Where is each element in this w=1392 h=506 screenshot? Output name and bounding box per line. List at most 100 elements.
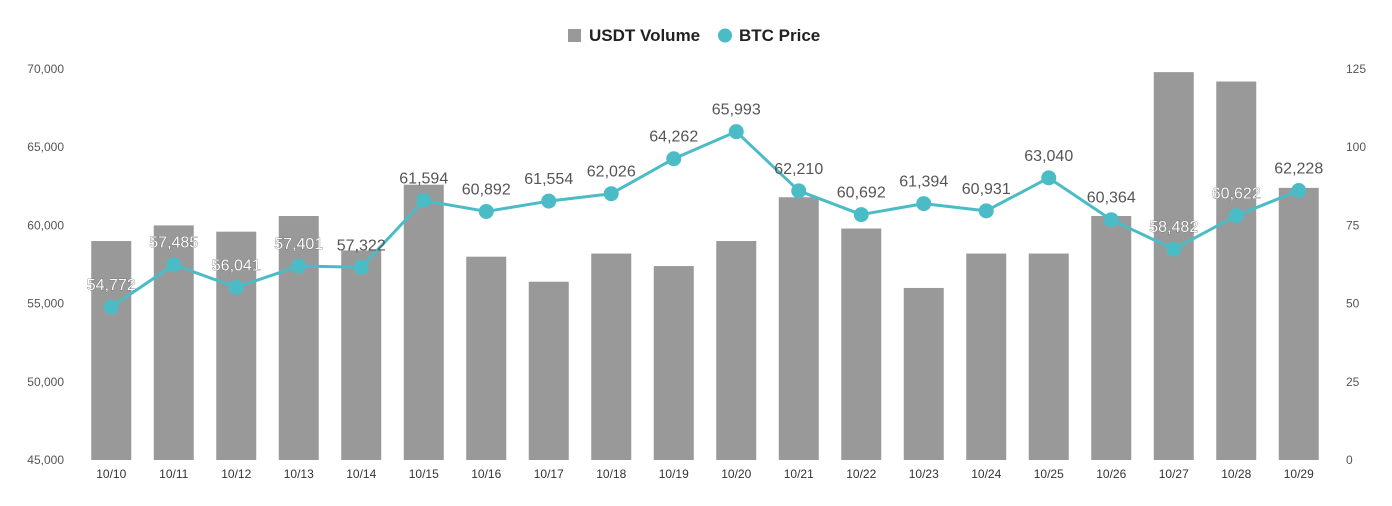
btc-price-point: [853, 207, 869, 223]
x-axis-tick: 10/16: [471, 467, 501, 481]
right-axis-tick: 100: [1346, 140, 1366, 154]
btc-price-point: [728, 124, 744, 140]
btc-price-point: [1103, 212, 1119, 228]
btc-price-data-label: 56,041: [212, 257, 261, 274]
x-axis-tick: 10/18: [596, 467, 626, 481]
legend-swatch-btc-price: [718, 28, 732, 43]
bar-usdt-volume: [778, 197, 819, 461]
btc-price-line: [110, 130, 1300, 309]
btc-price-point: [478, 203, 494, 219]
left-axis-tick: 70,000: [27, 62, 64, 76]
left-axis-tick: 65,000: [27, 140, 64, 154]
bar-usdt-volume: [1278, 187, 1319, 460]
legend: USDT Volume BTC Price: [568, 26, 820, 45]
btc-price-point: [1041, 170, 1057, 186]
x-axis-tick: 10/26: [1096, 467, 1126, 481]
right-axis-tick: 125: [1346, 62, 1366, 76]
btc-price-data-label: 57,401: [274, 236, 323, 253]
btc-price-series-line: [110, 130, 1300, 309]
btc-price-point: [791, 183, 807, 199]
bar-usdt-volume: [341, 250, 382, 460]
x-axis-tick: 10/24: [971, 467, 1001, 481]
x-axis-tick: 10/14: [346, 467, 376, 481]
x-axis-tick: 10/12: [221, 467, 251, 481]
bar-usdt-volume: [1216, 81, 1257, 461]
btc-price-data-label: 54,772: [87, 277, 136, 294]
bar-usdt-volume: [653, 266, 694, 460]
btc-price-point: [666, 151, 682, 167]
left-axis-tick: 60,000: [27, 218, 64, 232]
x-axis-tick: 10/11: [159, 467, 188, 481]
x-axis-tick: 10/23: [909, 467, 939, 481]
bar-usdt-volume: [466, 256, 507, 460]
bar-usdt-volume: [528, 281, 569, 460]
right-axis-tick: 75: [1346, 218, 1360, 232]
btc-price-data-label: 62,210: [774, 161, 823, 178]
btc-price-data-label: 60,692: [837, 185, 886, 202]
btc-price-point: [103, 299, 119, 315]
btc-price-data-label: 61,554: [524, 171, 573, 188]
btc-price-point: [916, 196, 932, 212]
btc-price-data-label: 65,993: [712, 102, 761, 119]
btc-price-point: [1291, 183, 1307, 199]
data-labels: 54,772 57,485 56,041 57,401 57,322 61,594 60,8…: [86, 102, 1323, 295]
btc-price-data-label: 60,931: [962, 181, 1011, 198]
btc-price-point: [416, 192, 432, 208]
x-axis-tick: 10/28: [1221, 467, 1251, 481]
btc-price-point: [603, 186, 619, 202]
btc-price-point: [1228, 208, 1244, 224]
right-axis-tick: 0: [1346, 453, 1353, 467]
right-axis: 0 25 50 75 100 125: [1346, 62, 1366, 467]
x-axis: 10/10 10/11 10/12 10/13 10/14 10/15 10/16 10/17…: [96, 467, 1314, 481]
bars: [91, 72, 1319, 461]
legend-label-btc-price: BTC Price: [739, 26, 820, 45]
btc-price-point: [353, 259, 369, 275]
x-axis-tick: 10/27: [1159, 467, 1189, 481]
bar-usdt-volume: [1153, 72, 1194, 461]
btc-price-data-label: 63,040: [1024, 148, 1073, 165]
right-axis-tick: 50: [1346, 297, 1360, 311]
bar-usdt-volume: [1028, 253, 1069, 460]
left-axis: 45,000 50,000 55,000 60,000 65,000 70,000: [27, 62, 64, 467]
x-axis-tick: 10/29: [1284, 467, 1314, 481]
btc-price-data-label: 60,892: [462, 181, 511, 198]
left-axis-tick: 50,000: [27, 375, 64, 389]
points: [103, 124, 1307, 315]
bar-usdt-volume: [903, 287, 944, 460]
x-axis-tick: 10/10: [96, 467, 126, 481]
btc-price-point: [291, 258, 307, 274]
x-axis-tick: 10/20: [721, 467, 751, 481]
bar-usdt-volume: [403, 184, 444, 460]
bar-usdt-volume: [278, 216, 319, 460]
btc-price-data-label: 61,594: [399, 170, 448, 187]
btc-price-point: [541, 193, 557, 209]
x-axis-tick: 10/13: [284, 467, 314, 481]
x-axis-tick: 10/25: [1034, 467, 1064, 481]
left-axis-tick: 55,000: [27, 297, 64, 311]
btc-price-point: [1166, 241, 1182, 257]
btc-price-data-label: 62,026: [587, 164, 636, 181]
btc-price-data-label: 58,482: [1149, 219, 1198, 236]
right-axis-tick: 25: [1346, 375, 1360, 389]
legend-label-usdt-volume: USDT Volume: [589, 26, 700, 45]
btc-price-data-label: 64,262: [649, 129, 698, 146]
btc-price-data-label: 60,622: [1212, 186, 1261, 203]
x-axis-tick: 10/21: [784, 467, 814, 481]
bar-usdt-volume: [91, 241, 132, 460]
btc-price-data-label: 62,228: [1274, 161, 1323, 178]
btc-price-data-label: 61,394: [899, 174, 948, 191]
bar-usdt-volume: [966, 253, 1007, 460]
btc-price-data-label: 60,364: [1087, 190, 1136, 207]
x-axis-tick: 10/15: [409, 467, 439, 481]
bar-usdt-volume: [841, 228, 882, 460]
bar-usdt-volume: [716, 241, 757, 460]
legend-swatch-usdt-volume: [568, 29, 581, 42]
btc-price-point: [228, 279, 244, 295]
x-axis-tick: 10/17: [534, 467, 564, 481]
btc-price-data-label: 57,322: [337, 237, 386, 254]
btc-price-point: [978, 203, 994, 219]
bar-usdt-volume: [591, 253, 632, 460]
x-axis-tick: 10/22: [846, 467, 876, 481]
bar-usdt-volume: [216, 231, 257, 460]
